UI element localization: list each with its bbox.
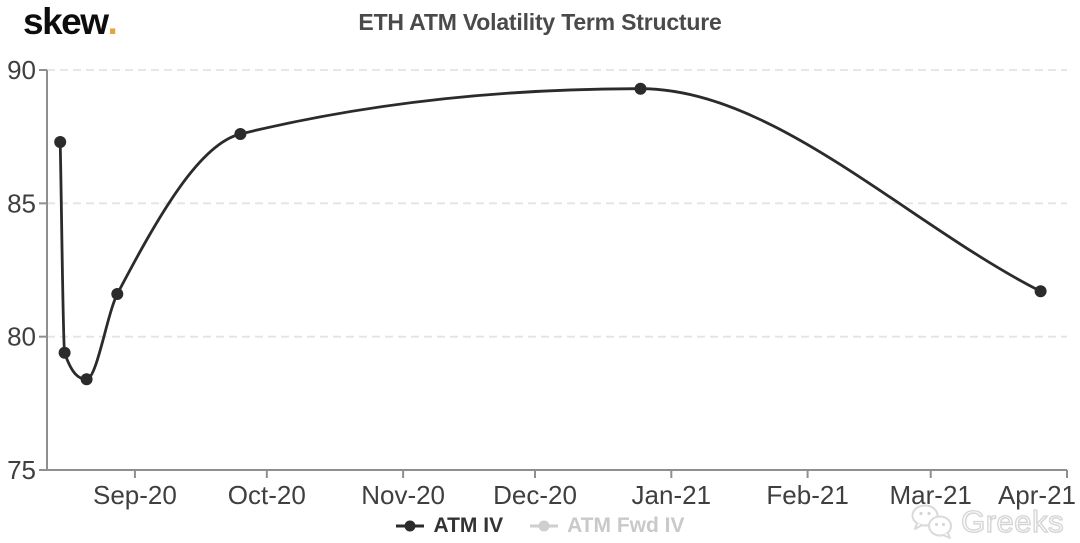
- wechat-icon: [911, 504, 953, 539]
- x-tick-label: Mar-21: [890, 480, 972, 510]
- x-tick-label: Feb-21: [766, 480, 848, 510]
- legend: ATM IV ATM Fwd IV: [0, 514, 1080, 538]
- x-tick-label: Apr-21: [998, 480, 1076, 510]
- x-tick-label: Sep-20: [93, 480, 177, 510]
- x-tick-label: Jan-21: [632, 480, 712, 510]
- data-point-marker[interactable]: [1034, 285, 1047, 298]
- legend-marker-atm-iv-icon: [396, 520, 425, 532]
- legend-item-atm-fwd-iv[interactable]: ATM Fwd IV: [529, 514, 685, 538]
- y-tick-label: 80: [7, 322, 36, 352]
- watermark: Greeks: [910, 503, 1064, 541]
- watermark-greeks-text: Greeks: [960, 503, 1064, 539]
- y-tick-label: 90: [7, 55, 36, 85]
- legend-item-atm-iv[interactable]: ATM IV: [395, 514, 503, 538]
- legend-marker-atm-fwd-iv-icon: [530, 520, 559, 532]
- series-line-atm-iv: [58, 87, 1042, 381]
- y-tick-label: 75: [7, 455, 36, 485]
- x-tick-label: Dec-20: [493, 480, 577, 510]
- data-point-marker[interactable]: [80, 373, 93, 386]
- skew-logo-dot: .: [107, 1, 118, 42]
- x-tick-label: Oct-20: [228, 480, 306, 510]
- data-point-marker[interactable]: [234, 128, 247, 140]
- data-point-marker[interactable]: [634, 82, 647, 95]
- data-point-marker[interactable]: [111, 288, 124, 300]
- x-tick-label: Nov-20: [361, 480, 445, 510]
- legend-label-atm-iv: ATM IV: [433, 514, 504, 537]
- chart-title: ETH ATM Volatility Term Structure: [358, 9, 722, 35]
- data-point-marker[interactable]: [54, 136, 67, 148]
- y-tick-label: 85: [7, 188, 36, 218]
- legend-label-atm-fwd-iv: ATM Fwd IV: [567, 514, 685, 537]
- skew-logo-text: skew: [23, 1, 109, 42]
- data-point-marker[interactable]: [58, 346, 71, 359]
- skew-logo[interactable]: skew.: [23, 1, 118, 43]
